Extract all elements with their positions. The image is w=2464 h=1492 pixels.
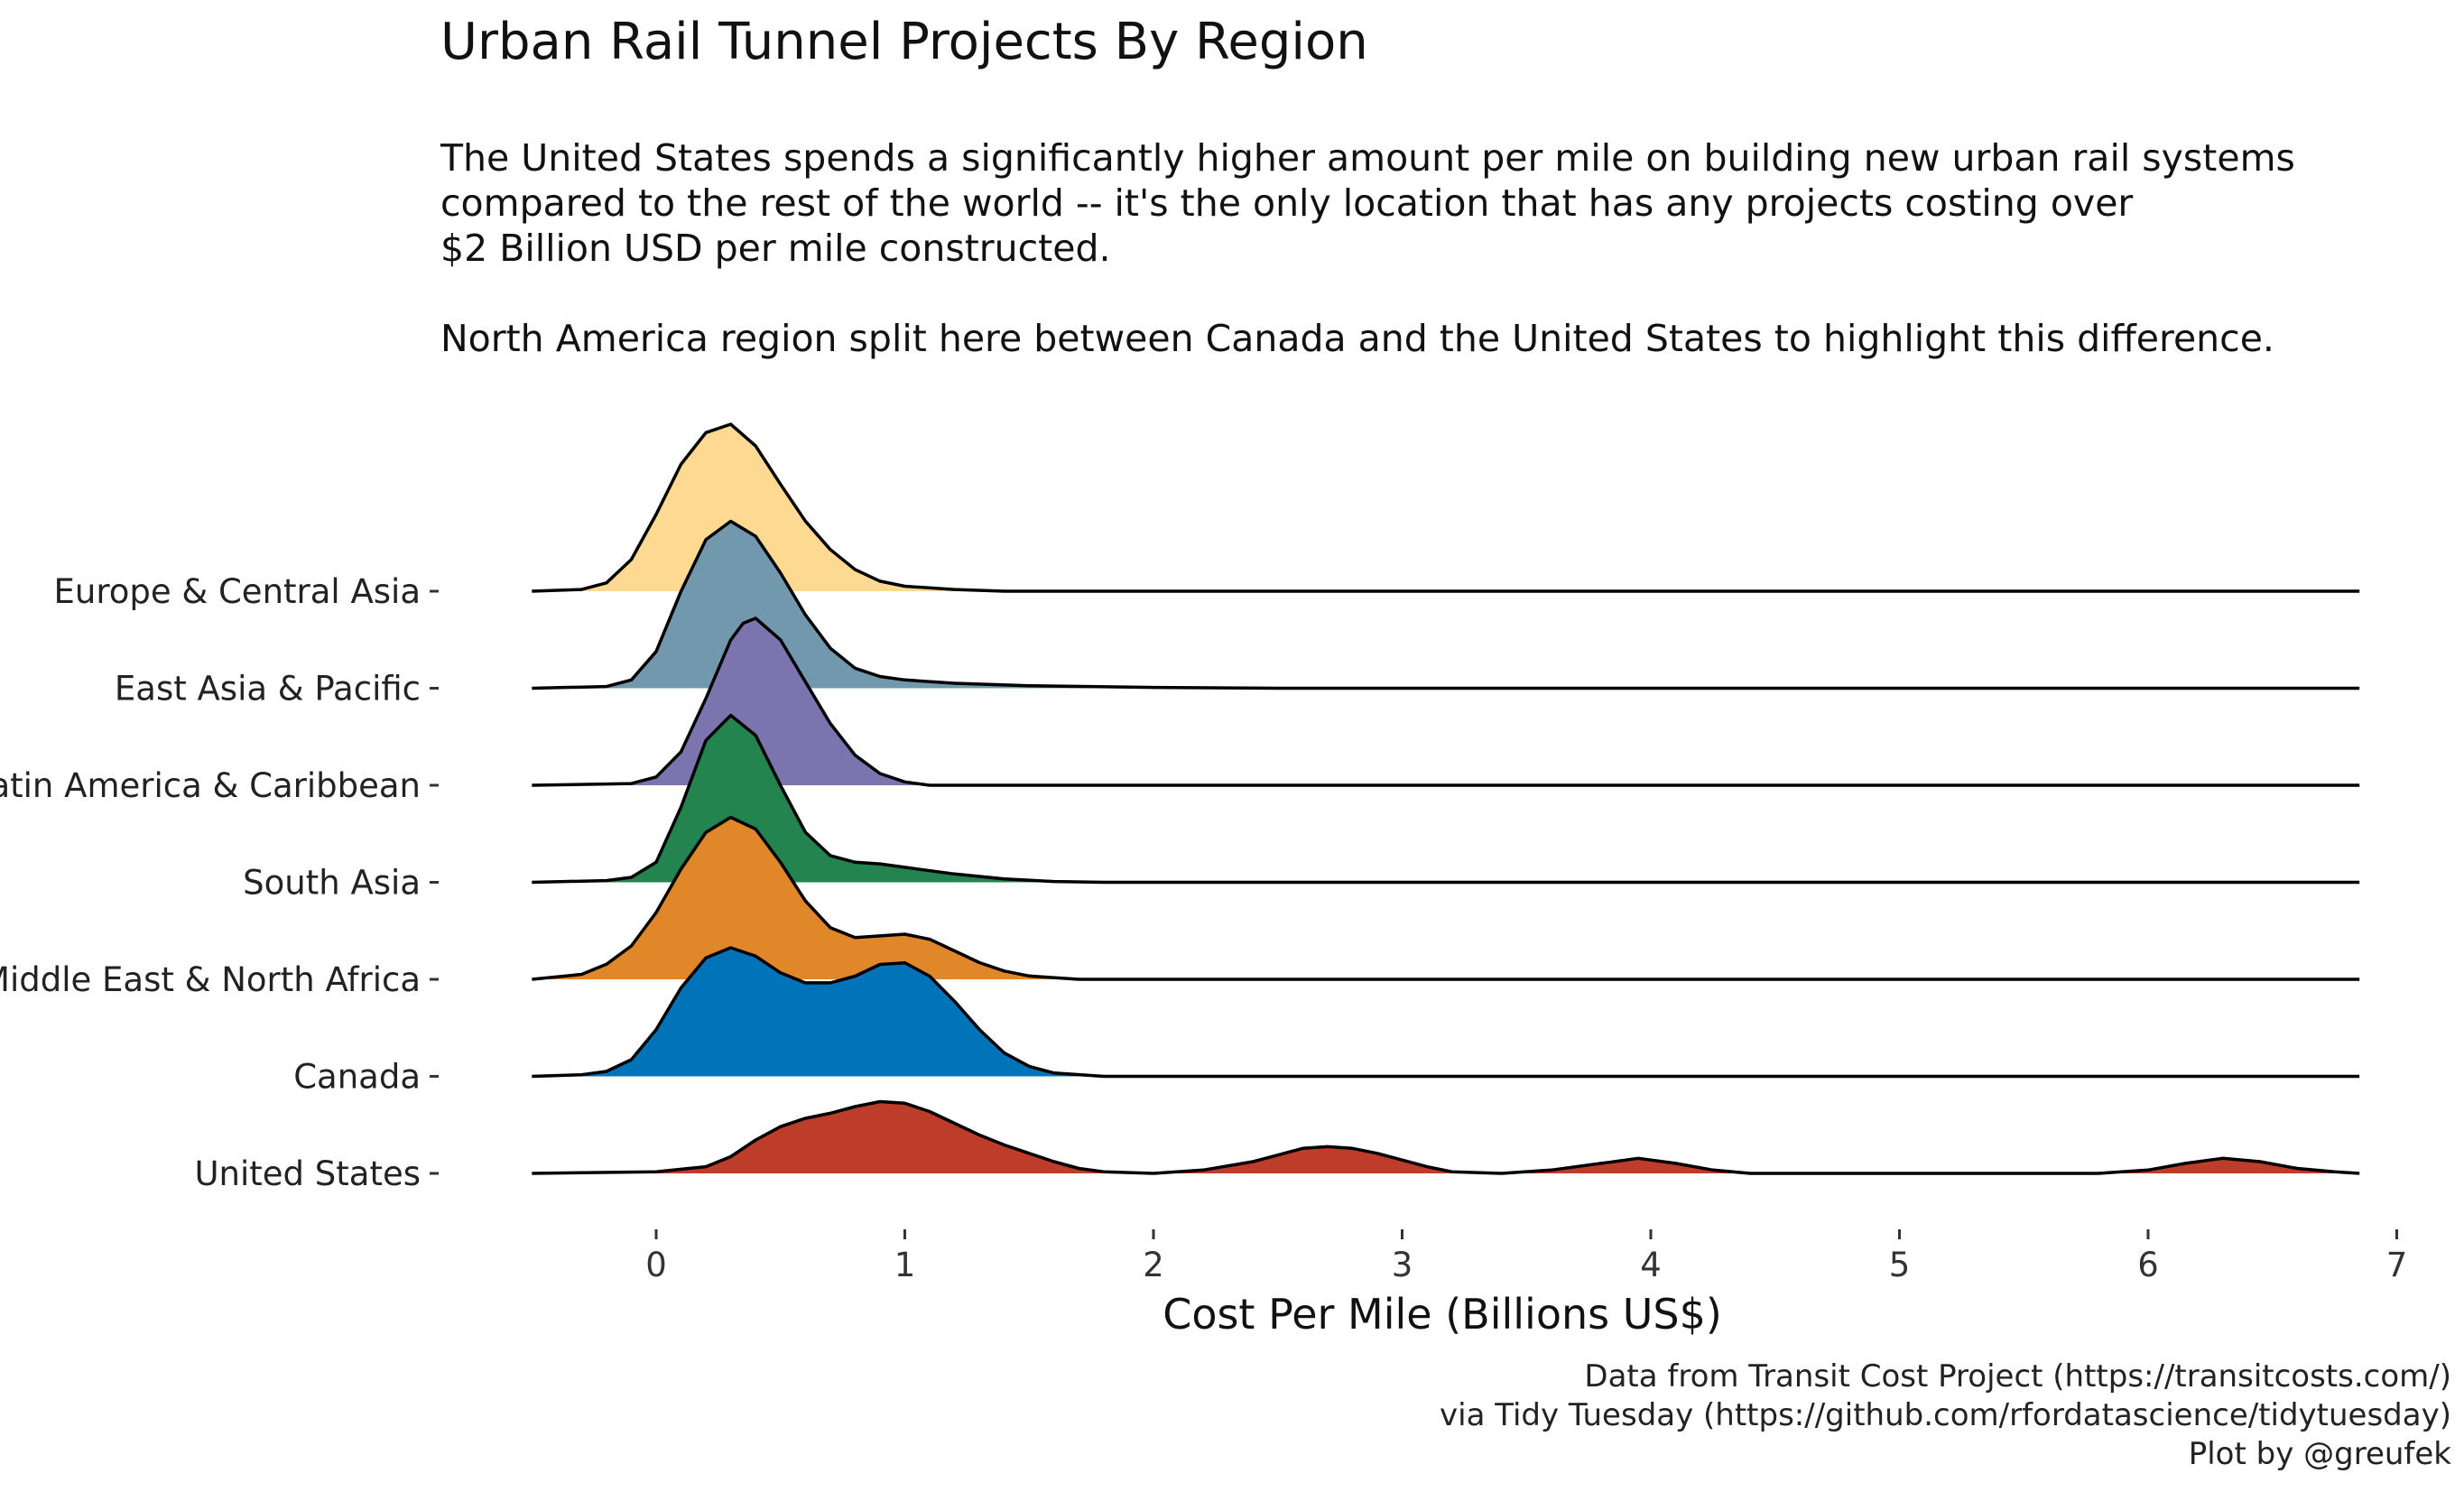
- y-label-canada: Canada: [293, 1058, 421, 1097]
- subtitle-line-3: $2 Billion USD per mile constructed.: [440, 227, 1111, 270]
- ridge-line-united-states: [532, 1099, 2360, 1175]
- x-tick-label-4: 4: [1640, 1246, 1662, 1284]
- subtitle-line-2: compared to the rest of the world -- it'…: [440, 181, 2134, 225]
- ridge-area-canada: [532, 948, 2360, 1077]
- ridge-line-middle-east-north-africa: [532, 815, 2360, 981]
- caption-line-1: Data from Transit Cost Project (https://…: [1584, 1358, 2451, 1395]
- subtitle-line-1: The United States spends a significantly…: [440, 136, 2295, 180]
- y-label-united-states: United States: [194, 1154, 421, 1193]
- x-tick-label-1: 1: [894, 1246, 916, 1284]
- x-tick-label-2: 2: [1143, 1246, 1164, 1284]
- subtitle-line-4: North America region split here between …: [440, 317, 2274, 360]
- y-label-east-asia-pacific: East Asia & Pacific: [115, 670, 421, 709]
- ridge-area-europe-central-asia: [532, 424, 2360, 591]
- ridge-line-south-asia: [532, 713, 2360, 885]
- ridge-area-united-states: [532, 1101, 2360, 1173]
- ridge-line-latin-america-caribbean: [532, 616, 2360, 787]
- caption-line-2: via Tidy Tuesday (https://github.com/rfo…: [1440, 1397, 2451, 1433]
- x-axis-title: Cost Per Mile (Billions US$): [1163, 1290, 1722, 1339]
- x-tick-label-5: 5: [1889, 1246, 1911, 1284]
- ridge-line-east-asia-pacific: [532, 519, 2360, 690]
- x-tick-label-0: 0: [645, 1246, 667, 1284]
- chart-title: Urban Rail Tunnel Projects By Region: [440, 13, 1368, 71]
- x-tick-label-3: 3: [1392, 1246, 1413, 1284]
- y-label-latin-america-caribbean: Latin America & Caribbean: [0, 766, 421, 805]
- y-label-middle-east-north-africa: Middle East & North Africa: [0, 960, 421, 999]
- ridge-area-east-asia-pacific: [532, 521, 2360, 689]
- caption-line-3: Plot by @greufek: [2188, 1436, 2451, 1472]
- y-label-south-asia: South Asia: [243, 864, 421, 903]
- x-tick-label-7: 7: [2386, 1246, 2408, 1284]
- ridge-line-europe-central-asia: [532, 422, 2360, 593]
- ridge-line-canada: [532, 946, 2360, 1079]
- x-tick-label-6: 6: [2137, 1246, 2159, 1284]
- y-label-europe-central-asia: Europe & Central Asia: [53, 572, 421, 611]
